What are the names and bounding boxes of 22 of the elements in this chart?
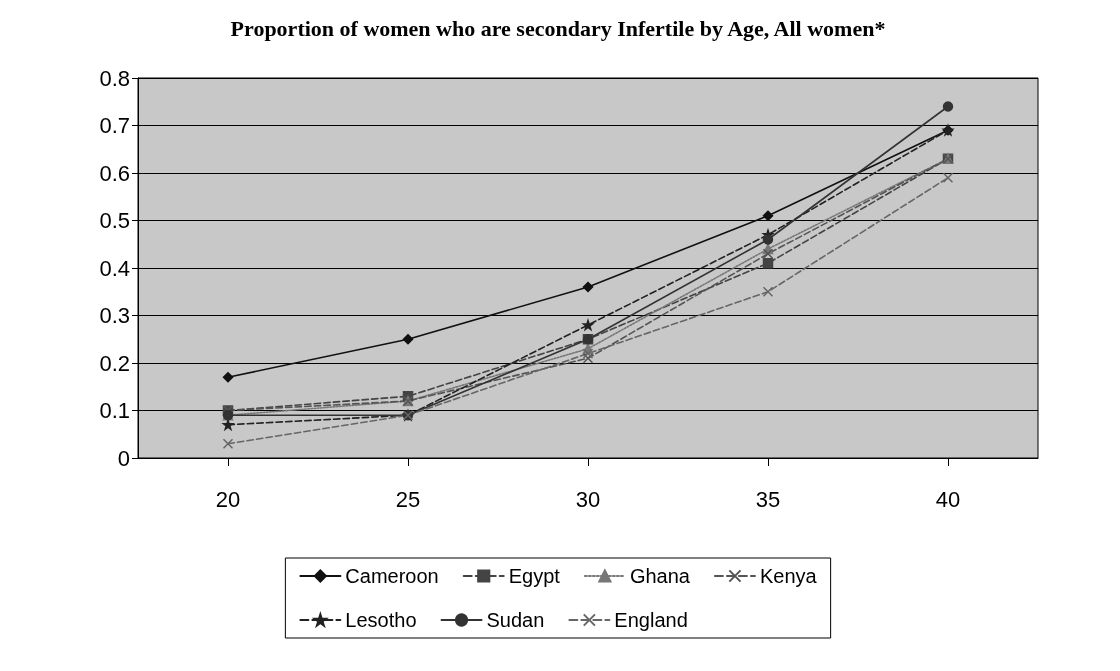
x-tick-label: 20: [215, 486, 241, 512]
legend-label: Egypt: [508, 565, 561, 587]
x-tick-label: 25: [395, 486, 421, 512]
y-tick-label: 0.2: [99, 350, 130, 376]
y-tick-label: 0.3: [99, 303, 130, 328]
y-tick-label: 0.4: [99, 255, 130, 281]
legend-label: Kenya: [759, 565, 818, 587]
x-tick-label: 30: [575, 486, 601, 512]
chart-title: Proportion of women who are secondary Infertile by Age, All women*: [230, 15, 886, 41]
y-tick-label: 0.7: [99, 113, 130, 138]
legend-label: Ghana: [629, 565, 691, 587]
legend-label: Lesotho: [345, 609, 417, 631]
y-tick-label: 0.1: [99, 398, 130, 423]
y-tick-label: 0: [117, 445, 130, 471]
y-tick-label: 0.5: [99, 208, 130, 233]
y-tick-label: 0.6: [99, 160, 130, 186]
legend-label: England: [614, 609, 688, 631]
legend-label: Cameroon: [345, 565, 439, 587]
legend-label: Sudan: [486, 609, 545, 631]
x-tick-label: 40: [935, 486, 961, 512]
y-tick-label: 0.8: [99, 65, 130, 91]
x-tick-label: 35: [755, 486, 781, 512]
